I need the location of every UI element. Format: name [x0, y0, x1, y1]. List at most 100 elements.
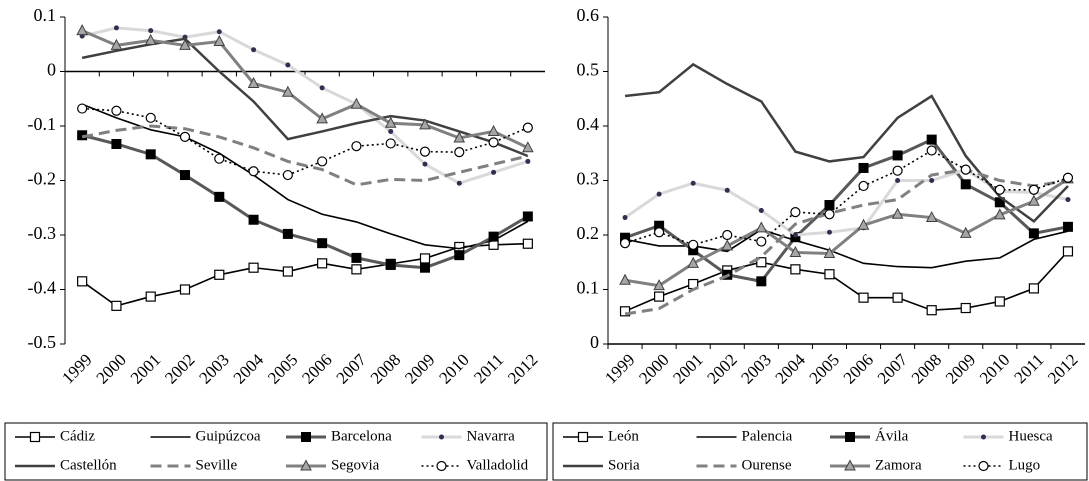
marker	[319, 85, 325, 91]
x-tick-label: 2011	[1010, 350, 1047, 387]
marker	[76, 24, 88, 36]
x-tick-label: 2008	[367, 350, 404, 387]
marker	[522, 238, 533, 249]
marker	[77, 276, 88, 287]
marker	[385, 138, 396, 149]
marker	[724, 187, 730, 193]
y-tick-label: -0.1	[28, 114, 57, 134]
series-line	[82, 107, 529, 176]
marker	[248, 166, 259, 177]
y-tick-label: 0.1	[34, 5, 57, 25]
marker	[180, 170, 190, 181]
x-tick-label: 2006	[298, 350, 335, 387]
marker	[487, 124, 500, 136]
marker	[350, 97, 363, 109]
y-tick-label: 0.4	[577, 114, 600, 134]
marker	[790, 207, 801, 218]
x-tick-label: 2001	[127, 350, 164, 387]
series-line	[624, 137, 1069, 283]
marker	[522, 122, 533, 133]
y-tick-label: 0	[47, 60, 56, 80]
marker	[454, 250, 465, 261]
legend-label: Zamora	[875, 457, 922, 473]
marker	[419, 118, 431, 130]
legend-label: Navarra	[467, 428, 516, 444]
series-line	[624, 62, 1069, 224]
y-tick-label: -0.5	[28, 332, 57, 352]
marker	[891, 207, 904, 219]
legend-label: Palencia	[742, 428, 793, 444]
legend-box	[552, 422, 1088, 481]
series-line	[81, 242, 528, 307]
marker	[351, 252, 362, 263]
legend-box	[4, 422, 548, 481]
marker	[422, 161, 428, 167]
marker	[145, 149, 156, 160]
legend-marker	[439, 434, 444, 440]
marker	[721, 239, 734, 251]
x-tick-label: 2009	[942, 350, 979, 387]
marker	[653, 279, 665, 291]
series-line	[624, 250, 1069, 313]
marker	[1062, 172, 1074, 183]
marker	[789, 245, 802, 257]
legend-marker	[436, 460, 447, 472]
marker	[1028, 194, 1040, 206]
y-tick-label: -0.3	[28, 223, 57, 243]
marker	[317, 238, 328, 249]
marker	[419, 146, 431, 157]
marker	[317, 156, 328, 167]
x-tick-label: 2005	[806, 350, 843, 387]
marker	[690, 180, 696, 186]
marker	[654, 227, 665, 238]
marker	[454, 147, 465, 158]
marker	[179, 38, 191, 50]
y-tick-label: 0.2	[577, 223, 600, 243]
marker	[892, 165, 903, 176]
marker	[756, 276, 767, 287]
marker	[248, 214, 259, 225]
x-tick-label: 2005	[264, 350, 301, 387]
marker	[622, 215, 628, 221]
legend-marker	[300, 459, 312, 471]
marker	[687, 256, 700, 268]
legend-marker	[981, 434, 986, 440]
marker	[722, 229, 733, 241]
x-tick-label: 2002	[703, 350, 740, 387]
marker	[388, 128, 394, 134]
x-tick-label: 2004	[230, 350, 268, 388]
marker	[656, 191, 662, 197]
y-tick-label: 0.3	[577, 169, 600, 189]
marker	[453, 131, 466, 143]
marker	[858, 162, 869, 173]
marker	[317, 258, 328, 269]
y-tick-label: 0.1	[577, 278, 600, 298]
marker	[892, 292, 903, 303]
x-tick-label: 2000	[635, 350, 672, 387]
legend-label: Cádiz	[60, 428, 95, 444]
marker	[247, 76, 260, 88]
marker	[858, 292, 869, 303]
x-tick-label: 2009	[401, 350, 438, 387]
marker	[316, 112, 328, 124]
marker	[619, 306, 631, 317]
x-tick-label: 2004	[772, 350, 810, 388]
y-tick-label: -0.4	[28, 278, 57, 298]
y-tick-label: 0.5	[577, 60, 600, 80]
marker	[858, 180, 869, 192]
x-tick-label: 2012	[504, 350, 541, 387]
marker	[419, 253, 431, 264]
marker	[214, 153, 225, 164]
x-tick-label: 1999	[601, 350, 638, 387]
marker	[491, 169, 497, 175]
marker	[993, 208, 1006, 220]
legend-marker	[844, 459, 856, 471]
marker	[929, 178, 935, 183]
marker	[251, 47, 257, 53]
marker	[282, 169, 293, 181]
marker	[892, 150, 903, 161]
x-tick-label: 2001	[669, 350, 706, 387]
legend-marker	[577, 431, 589, 443]
series-line	[624, 168, 1069, 316]
